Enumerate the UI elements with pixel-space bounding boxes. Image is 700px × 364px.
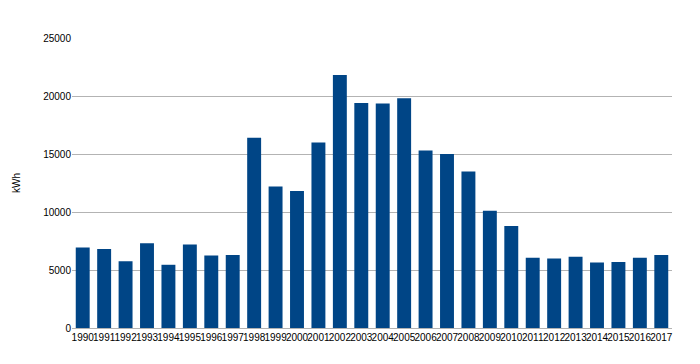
svg-text:2002: 2002 — [329, 332, 352, 343]
svg-text:2006: 2006 — [414, 332, 437, 343]
svg-text:2009: 2009 — [479, 332, 502, 343]
svg-text:2017: 2017 — [650, 332, 673, 343]
svg-text:1991: 1991 — [93, 332, 116, 343]
svg-text:kWh: kWh — [11, 173, 22, 193]
svg-text:2005: 2005 — [393, 332, 416, 343]
svg-text:2003: 2003 — [350, 332, 373, 343]
svg-text:1999: 1999 — [264, 332, 287, 343]
svg-text:1995: 1995 — [179, 332, 202, 343]
svg-text:2008: 2008 — [457, 332, 480, 343]
svg-text:2010: 2010 — [500, 332, 523, 343]
svg-text:2001: 2001 — [307, 332, 330, 343]
svg-text:1993: 1993 — [136, 332, 159, 343]
svg-text:2004: 2004 — [372, 332, 395, 343]
svg-text:5000: 5000 — [49, 265, 72, 276]
svg-text:1998: 1998 — [243, 332, 266, 343]
svg-text:2011: 2011 — [522, 332, 544, 343]
svg-text:1996: 1996 — [200, 332, 223, 343]
svg-text:2015: 2015 — [607, 332, 630, 343]
svg-text:2007: 2007 — [436, 332, 459, 343]
svg-text:1992: 1992 — [114, 332, 137, 343]
svg-text:10000: 10000 — [43, 207, 71, 218]
svg-text:2013: 2013 — [564, 332, 587, 343]
svg-text:1990: 1990 — [72, 332, 95, 343]
svg-text:20000: 20000 — [43, 91, 71, 102]
svg-text:0: 0 — [65, 323, 71, 334]
svg-text:15000: 15000 — [43, 149, 71, 160]
svg-text:1997: 1997 — [222, 332, 245, 343]
svg-text:2016: 2016 — [629, 332, 652, 343]
svg-text:2012: 2012 — [543, 332, 566, 343]
svg-text:25000: 25000 — [43, 33, 71, 44]
svg-text:2000: 2000 — [286, 332, 309, 343]
svg-text:2014: 2014 — [586, 332, 609, 343]
svg-text:1994: 1994 — [157, 332, 180, 343]
